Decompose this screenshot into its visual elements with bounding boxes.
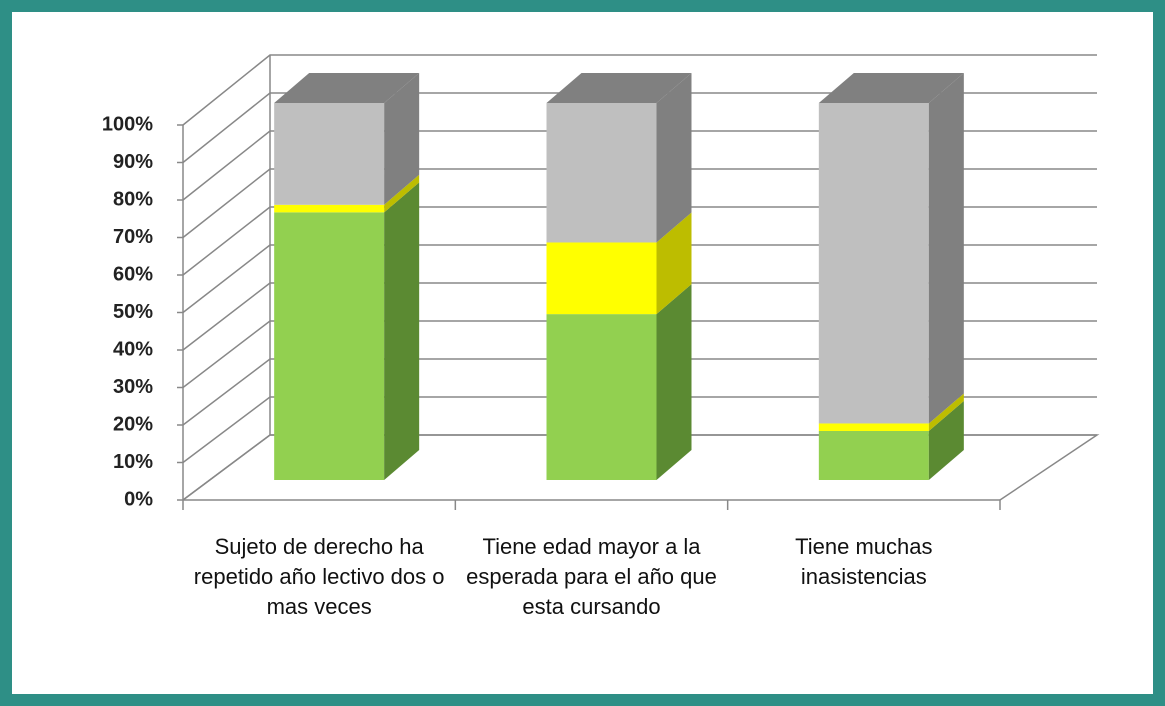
- y-tick-label: 50%: [113, 301, 153, 323]
- bar-side: [384, 174, 420, 213]
- bar-side: [384, 182, 420, 480]
- y-tick-label: 10%: [113, 451, 153, 473]
- bar-front: [818, 430, 929, 480]
- grid-line: [182, 92, 1097, 164]
- x-tick-label: Tiene muchas inasistencias: [795, 534, 933, 589]
- bar-side: [928, 73, 964, 424]
- bar-front: [818, 103, 929, 424]
- grid-line: [182, 54, 1097, 126]
- y-tick-label: 30%: [113, 376, 153, 398]
- bar-front: [818, 423, 929, 431]
- y-tick-label: 0%: [124, 488, 153, 510]
- bar-front: [274, 204, 385, 213]
- bar-side: [656, 73, 692, 243]
- y-tick-label: 100%: [102, 113, 153, 135]
- bar-side: [384, 73, 420, 205]
- bar-side: [656, 284, 692, 480]
- bar-front: [274, 103, 385, 205]
- y-tick-label: 40%: [113, 338, 153, 360]
- bar-front: [546, 242, 657, 315]
- bar-front: [546, 314, 657, 480]
- bar-top: [274, 73, 420, 103]
- x-tick-label: Tiene edad mayor a la esperada para el a…: [466, 534, 717, 619]
- bar-side: [656, 212, 692, 315]
- bar-front: [274, 212, 385, 480]
- x-tick-label: Sujeto de derecho ha repetido año lectiv…: [193, 534, 445, 619]
- y-tick-label: 70%: [113, 226, 153, 248]
- y-tick-label: 60%: [113, 263, 153, 285]
- bar-top: [546, 73, 692, 103]
- bar-side: [928, 400, 964, 480]
- bar-front: [546, 103, 657, 243]
- y-tick-label: 80%: [113, 188, 153, 210]
- bar-side: [928, 393, 964, 431]
- bar-top: [818, 73, 964, 103]
- y-tick-label: 90%: [113, 151, 153, 173]
- y-tick-label: 20%: [113, 413, 153, 435]
